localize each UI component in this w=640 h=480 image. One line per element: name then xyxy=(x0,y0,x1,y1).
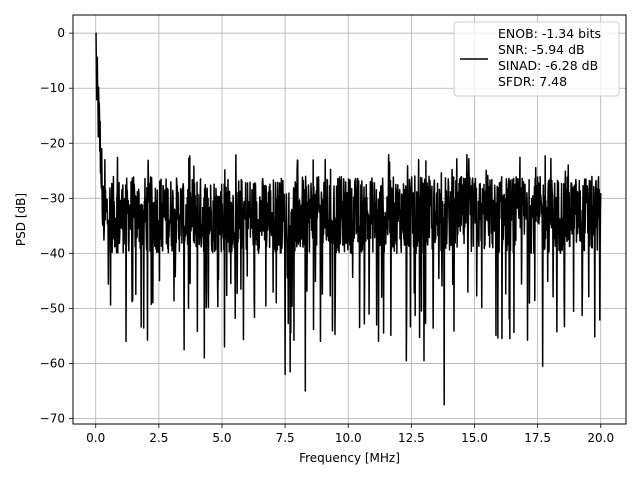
x-axis-label: Frequency [MHz] xyxy=(299,451,400,465)
x-tick-label: 20.0 xyxy=(587,431,614,445)
y-tick-label: −70 xyxy=(40,411,65,425)
y-tick-label: −60 xyxy=(40,356,65,370)
legend: ENOB: -1.34 bits SNR: -5.94 dB SINAD: -6… xyxy=(453,21,620,97)
x-tick-label: 7.5 xyxy=(276,431,295,445)
y-tick-label: −40 xyxy=(40,246,65,260)
x-tick-label: 17.5 xyxy=(524,431,551,445)
psd-series-line xyxy=(95,32,602,406)
axes-frame xyxy=(72,14,627,425)
y-axis-ticks: 0 −10 −20 −30 −40 −50 −60 −70 xyxy=(40,26,73,425)
legend-line-sfdr: SFDR: 7.48 xyxy=(498,74,567,89)
plot-area xyxy=(95,32,602,406)
x-tick-label: 2.5 xyxy=(149,431,168,445)
x-tick-label: 12.5 xyxy=(398,431,425,445)
legend-line-sinad: SINAD: -6.28 dB xyxy=(498,58,598,73)
x-tick-label: 5.0 xyxy=(212,431,231,445)
y-tick-label: −30 xyxy=(40,191,65,205)
y-tick-label: −50 xyxy=(40,301,65,315)
legend-line-snr: SNR: -5.94 dB xyxy=(498,42,585,57)
x-tick-label: 0.0 xyxy=(86,431,105,445)
legend-line-enob: ENOB: -1.34 bits xyxy=(498,26,601,41)
x-axis-ticks: 0.0 2.5 5.0 7.5 10.0 12.5 15.0 17.5 20.0 xyxy=(86,424,614,445)
y-tick-label: −20 xyxy=(40,136,65,150)
x-tick-label: 15.0 xyxy=(461,431,488,445)
y-tick-label: 0 xyxy=(57,26,65,40)
legend-box xyxy=(453,21,620,97)
y-tick-label: −10 xyxy=(40,81,65,95)
x-tick-label: 10.0 xyxy=(335,431,362,445)
y-axis-label: PSD [dB] xyxy=(14,193,28,246)
